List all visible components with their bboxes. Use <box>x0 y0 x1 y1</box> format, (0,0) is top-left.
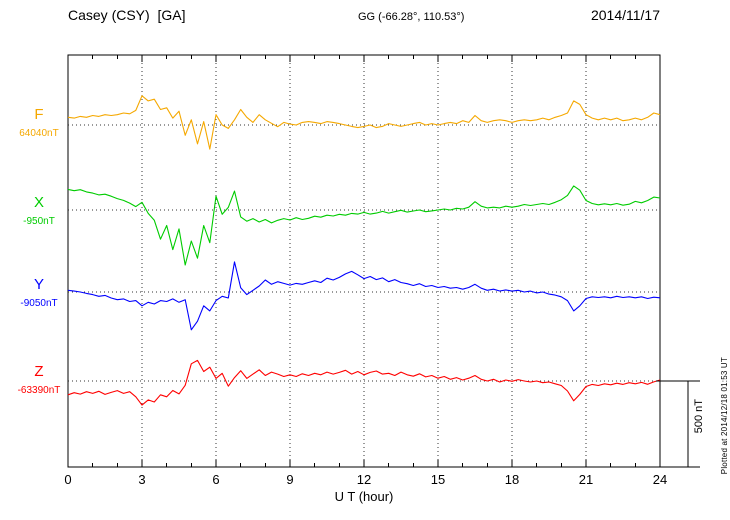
series-label-F: F 64040nT <box>10 107 68 139</box>
series-label-Y: Y -9050nT <box>10 277 68 309</box>
x-tick-label: 3 <box>138 472 145 487</box>
x-tick-label: 12 <box>357 472 371 487</box>
trace-Z <box>67 359 661 406</box>
series-baseline-value: -63390nT <box>17 385 61 396</box>
geographic-coords: GG (-66.28°, 110.53°) <box>358 11 465 23</box>
series-label-X: X -950nT <box>10 195 68 227</box>
series-name: X <box>33 194 44 211</box>
series-name: Y <box>33 276 44 293</box>
series-baseline-value: -950nT <box>23 216 55 227</box>
x-axis-label: U T (hour) <box>334 489 394 504</box>
x-tick-label: 24 <box>653 472 667 487</box>
x-tick-label: 15 <box>431 472 445 487</box>
plot-date: 2014/11/17 <box>590 7 660 23</box>
series-name: F <box>34 106 44 123</box>
x-tick-label: 18 <box>505 472 519 487</box>
trace-F <box>67 95 661 150</box>
trace-Y <box>67 261 661 331</box>
x-tick-label: 6 <box>212 472 219 487</box>
scale-bar-label: 500 nT <box>693 399 705 434</box>
series-name: Z <box>34 363 44 380</box>
x-tick-label: 9 <box>286 472 293 487</box>
series-baseline-value: 64040nT <box>19 128 59 139</box>
station-title: Casey (CSY) [GA] <box>68 7 186 23</box>
plotted-at-note: Plotted at 2014/12/18 01:53 UT <box>720 356 729 474</box>
series-baseline-value: -9050nT <box>20 298 58 309</box>
x-tick-label: 21 <box>579 472 593 487</box>
x-tick-label: 0 <box>64 472 71 487</box>
trace-X <box>67 185 661 266</box>
plot-border <box>67 54 661 468</box>
series-label-Z: Z -63390nT <box>10 364 68 396</box>
